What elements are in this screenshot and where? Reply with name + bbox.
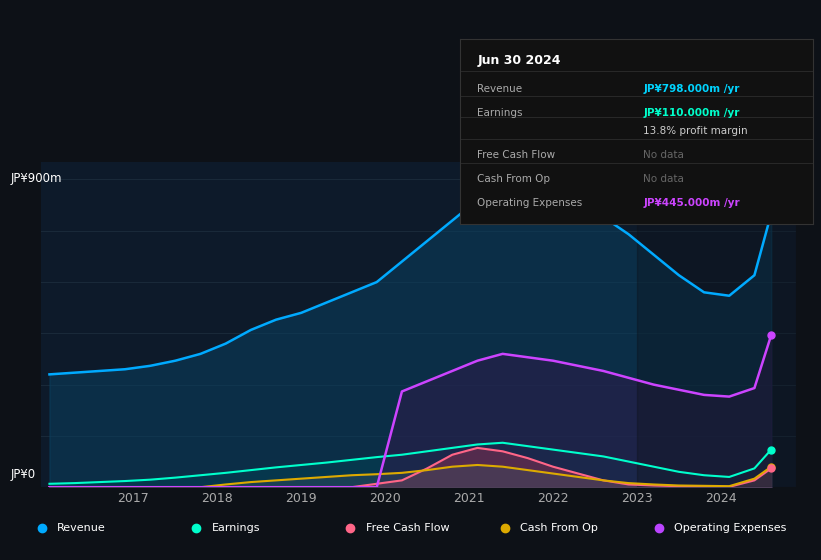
Text: Cash From Op: Cash From Op [520, 523, 598, 533]
Text: Free Cash Flow: Free Cash Flow [365, 523, 449, 533]
Text: Free Cash Flow: Free Cash Flow [478, 150, 556, 160]
Text: Revenue: Revenue [478, 83, 522, 94]
Text: Earnings: Earnings [478, 108, 523, 118]
Text: Jun 30 2024: Jun 30 2024 [478, 54, 561, 67]
Text: Operating Expenses: Operating Expenses [674, 523, 787, 533]
Text: JP¥798.000m /yr: JP¥798.000m /yr [644, 83, 740, 94]
Text: 13.8% profit margin: 13.8% profit margin [644, 126, 748, 136]
Text: JP¥0: JP¥0 [11, 468, 36, 480]
Text: Revenue: Revenue [57, 523, 106, 533]
Text: No data: No data [644, 174, 684, 184]
Text: Cash From Op: Cash From Op [478, 174, 550, 184]
Bar [637, 162, 796, 487]
Text: JP¥110.000m /yr: JP¥110.000m /yr [644, 108, 740, 118]
Text: Earnings: Earnings [211, 523, 260, 533]
Text: Operating Expenses: Operating Expenses [478, 198, 583, 208]
Text: JP¥445.000m /yr: JP¥445.000m /yr [644, 198, 740, 208]
Text: No data: No data [644, 150, 684, 160]
Text: JP¥900m: JP¥900m [11, 172, 62, 185]
